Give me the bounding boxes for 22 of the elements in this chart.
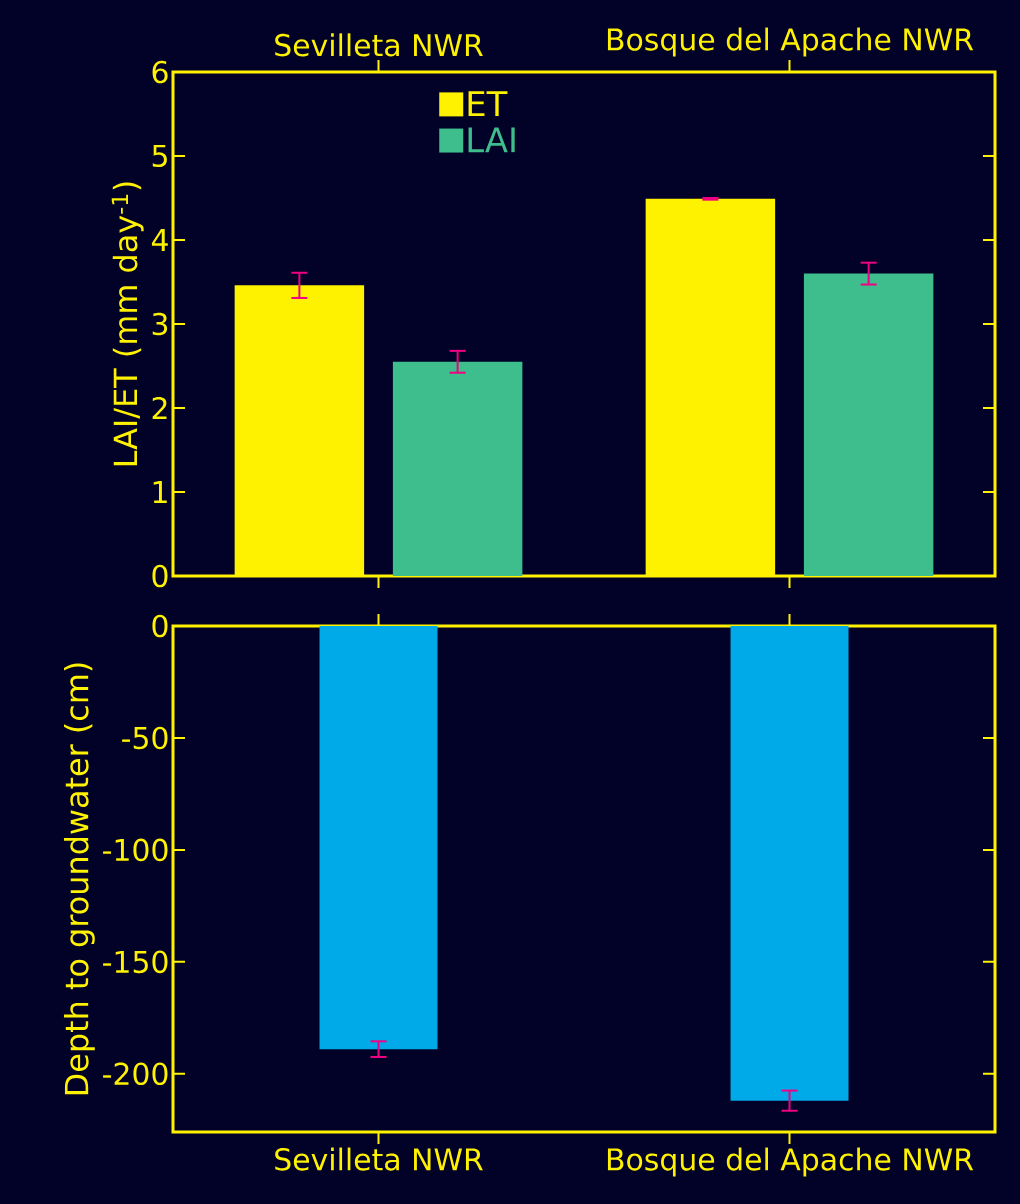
y-axis-title: Depth to groundwater (cm) <box>63 663 95 1095</box>
y-tick-label: 3 <box>152 312 168 336</box>
y-tick-label: -100 <box>103 838 168 862</box>
y-tick-label: -150 <box>103 950 168 974</box>
bar <box>803 273 934 576</box>
legend-label: LAI <box>468 127 515 153</box>
x-tick-label: Bosque del Apache NWR <box>607 1147 974 1177</box>
y-tick-label: 0 <box>152 614 168 638</box>
bar <box>392 361 523 576</box>
y-tick-label: -50 <box>122 726 168 750</box>
y-axis-title: LAI/ET (mm day$^{-1}$) <box>111 182 144 466</box>
x-tick-label: Sevilleta NWR <box>275 1147 483 1171</box>
x-tick-label: Sevilleta NWR <box>275 33 483 57</box>
legend-label: ET <box>468 91 508 116</box>
y-tick-label: 0 <box>152 564 168 588</box>
y-tick-label: -200 <box>103 1062 168 1086</box>
y-tick-label: 4 <box>151 229 168 251</box>
y-tick-label: 2 <box>152 396 167 420</box>
y-tick-label: 1 <box>153 481 167 503</box>
y-tick-label: 5 <box>152 144 167 168</box>
y-tick-label: 6 <box>152 60 168 84</box>
x-tick-label: Bosque del Apache NWR <box>607 27 974 57</box>
